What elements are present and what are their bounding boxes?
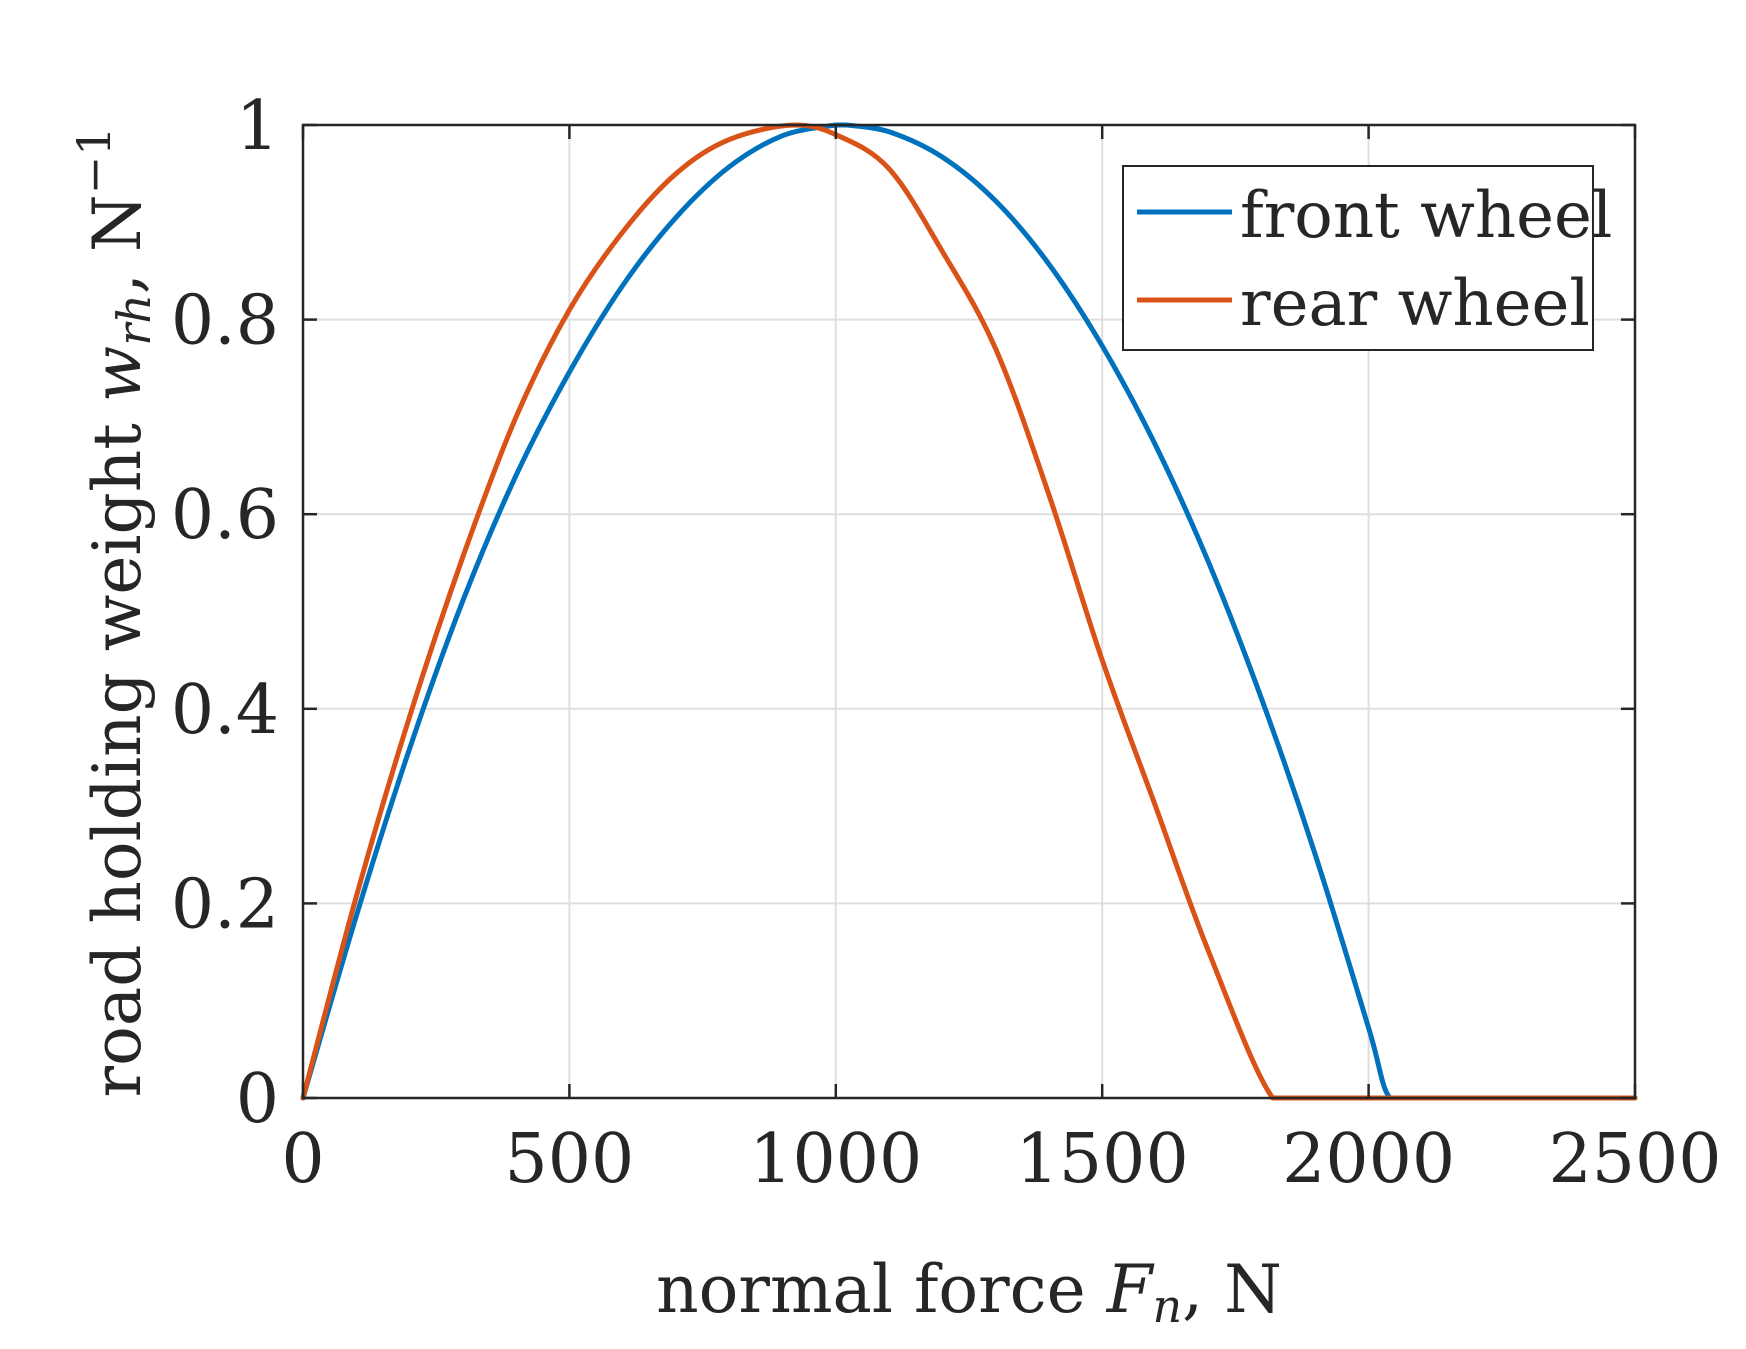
y-tick-label: 1 [236, 87, 279, 166]
y-axis-label-sub: rh [107, 294, 161, 346]
y-tick-label: 0.4 [171, 671, 279, 750]
x-tick-label: 2000 [1282, 1120, 1455, 1199]
y-tick-labels: 0 0.2 0.4 0.6 0.8 1 [171, 87, 279, 1139]
x-axis-label-unit: , N [1182, 1251, 1282, 1328]
y-axis-label-sup: −1 [67, 127, 121, 195]
y-tick-label: 0.8 [171, 282, 279, 361]
tick-marks [301, 123, 1637, 1100]
x-tick-label: 2500 [1548, 1120, 1721, 1199]
y-axis-label: road holding weight wrh, N−1 [67, 127, 161, 1098]
x-axis-label-sub: n [1152, 1279, 1182, 1333]
axes-box [301, 123, 1637, 1100]
y-axis-label-var: w [79, 346, 156, 403]
y-axis-label-unit: , N [79, 194, 156, 294]
legend-label-rear-wheel: rear wheel [1240, 267, 1590, 341]
x-tick-labels: 0 500 1000 1500 2000 2500 [281, 1120, 1721, 1199]
x-tick-label: 500 [505, 1120, 635, 1199]
legend-box [1122, 165, 1594, 351]
y-tick-label: 0 [236, 1060, 279, 1139]
y-axis-label-main: road holding weight [79, 402, 156, 1097]
x-axis-label: normal force Fn, N [656, 1251, 1282, 1333]
legend-label-front-wheel: front wheel [1240, 179, 1612, 253]
series-line-front-wheel [300, 122, 1638, 1101]
x-tick-label: 1500 [1016, 1120, 1189, 1199]
y-tick-label: 0.6 [171, 476, 279, 555]
x-axis-label-main: normal force [656, 1251, 1107, 1328]
legend: front wheel rear wheel [1122, 165, 1612, 351]
x-tick-label: 1000 [749, 1120, 922, 1199]
x-tick-label: 0 [281, 1120, 324, 1199]
x-axis-label-var: F [1106, 1251, 1155, 1328]
y-tick-label: 0.2 [171, 865, 279, 944]
